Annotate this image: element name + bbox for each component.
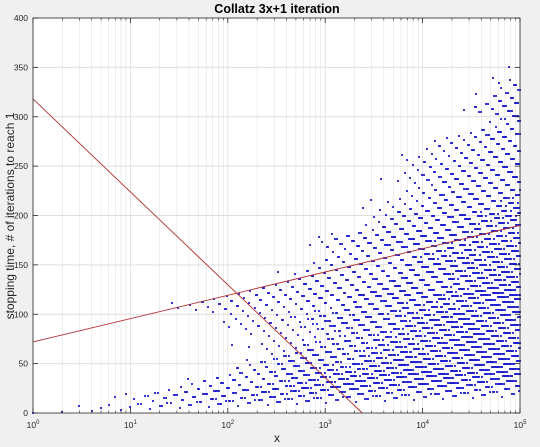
chart-title: Collatz 3x+1 iteration: [214, 2, 339, 16]
x-axis-label: x: [274, 431, 280, 445]
y-tick-label: 0: [23, 408, 28, 418]
y-tick-label: 400: [14, 13, 28, 23]
y-axis-label: stopping time, # of iterations to reach …: [3, 112, 17, 319]
y-tick-label: 350: [14, 62, 28, 72]
y-tick-label: 50: [19, 359, 29, 369]
